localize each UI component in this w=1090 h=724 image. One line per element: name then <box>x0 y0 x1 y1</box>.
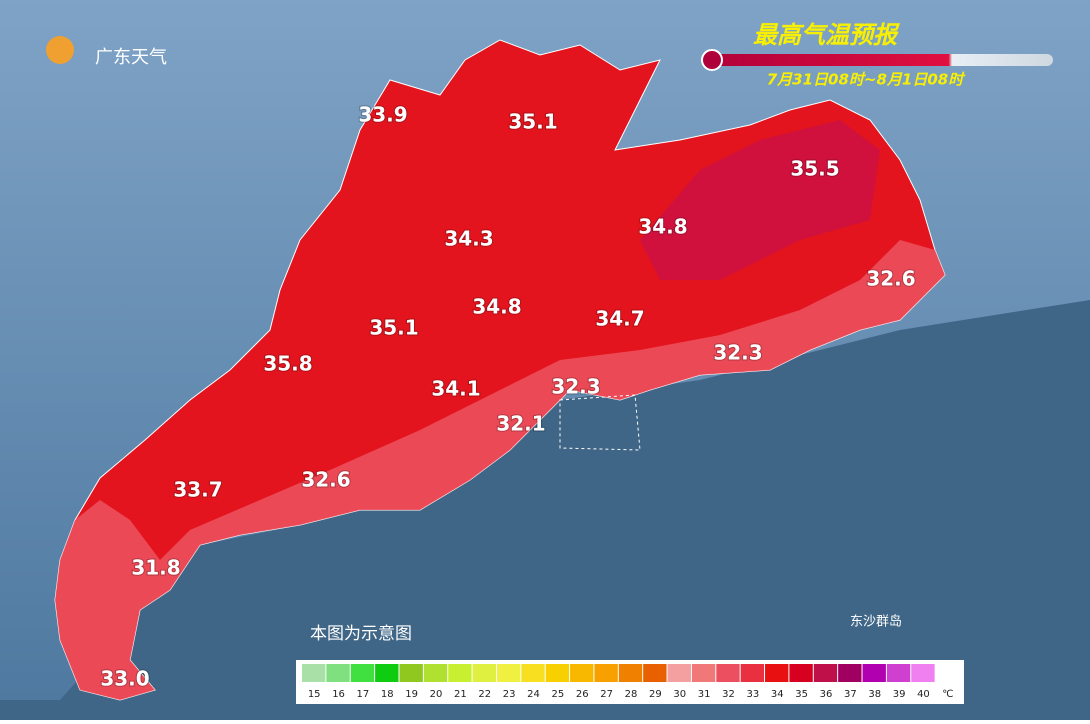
hong-kong-outline <box>559 394 641 451</box>
temperature-label: 35.5 <box>790 157 839 181</box>
watermark: @广东天气 <box>510 679 610 703</box>
temperature-label: 33.0 <box>100 667 149 691</box>
legend-swatch <box>643 664 667 682</box>
legend-label: 22 <box>478 689 491 700</box>
logo-icon <box>46 36 74 64</box>
legend-label: 31 <box>698 689 711 700</box>
legend-label: 20 <box>430 689 443 700</box>
temperature-label: 32.3 <box>551 375 600 399</box>
legend-swatch <box>789 664 813 682</box>
legend-swatch <box>521 664 545 682</box>
legend-swatch <box>545 664 570 682</box>
legend-swatch <box>740 664 765 682</box>
legend-label: 21 <box>454 689 467 700</box>
legend-label: 34 <box>771 689 784 700</box>
legend-label: 40 <box>917 689 930 700</box>
legend-swatch <box>935 664 959 682</box>
legend-swatch <box>765 664 789 682</box>
temperature-label: 33.9 <box>358 103 407 127</box>
legend-swatch <box>448 664 472 682</box>
legend-label: 39 <box>893 689 906 700</box>
legend-swatch <box>618 664 643 682</box>
temperature-label: 32.6 <box>301 468 350 492</box>
legend-label: 17 <box>357 689 370 700</box>
legend-label: 19 <box>405 689 418 700</box>
legend-swatch <box>716 664 740 682</box>
legend-swatch <box>691 664 716 682</box>
legend-label: 18 <box>381 689 394 700</box>
legend-swatch <box>350 664 375 682</box>
temperature-label: 32.1 <box>496 412 545 436</box>
temperature-label: 35.8 <box>263 352 312 376</box>
legend-label: 28 <box>625 689 638 700</box>
subtitle: 7月31日08时~8月1日08时 <box>767 71 967 89</box>
coastal-zone <box>55 240 945 700</box>
legend-label: 16 <box>332 689 345 700</box>
temperature-label: 33.7 <box>173 478 222 502</box>
temperature-label: 35.1 <box>508 110 557 134</box>
legend-label: 32 <box>722 689 735 700</box>
temperature-label: 34.8 <box>638 215 687 239</box>
title-bulb <box>701 49 723 71</box>
legend-swatch <box>570 664 594 682</box>
legend-label: 37 <box>844 689 857 700</box>
legend-swatch <box>886 664 911 682</box>
legend-label: 27 <box>600 689 613 700</box>
legend-label: 24 <box>527 689 540 700</box>
legend-label: 23 <box>503 689 516 700</box>
legend-swatch <box>326 664 350 682</box>
legend-swatch <box>667 664 691 682</box>
island-label: 东沙群岛 <box>850 614 902 630</box>
legend-label: 33 <box>746 689 759 700</box>
legend-swatch <box>813 664 838 682</box>
title-bar <box>705 54 1053 66</box>
legend-swatch <box>375 664 399 682</box>
legend-swatch <box>594 664 618 682</box>
legend-swatch <box>399 664 423 682</box>
temperature-label: 34.3 <box>444 227 493 251</box>
temperature-label: 35.1 <box>369 316 418 340</box>
legend-swatch <box>862 664 886 682</box>
temperature-label: 34.8 <box>472 295 521 319</box>
note: 本图为示意图 <box>310 624 412 644</box>
legend-label: 29 <box>649 689 662 700</box>
legend-label: 38 <box>868 689 881 700</box>
legend-label: 30 <box>673 689 686 700</box>
temperature-label: 34.1 <box>431 377 480 401</box>
temperature-label: 31.8 <box>131 556 180 580</box>
legend-swatch <box>423 664 448 682</box>
legend-swatch <box>911 664 935 682</box>
legend-swatch <box>302 664 326 682</box>
legend-label: 35 <box>795 689 808 700</box>
temperature-label: 32.6 <box>866 267 915 291</box>
legend-swatch <box>472 664 496 682</box>
legend-label: 15 <box>308 689 321 700</box>
temperature-label: 34.7 <box>595 307 644 331</box>
hot-zone <box>640 120 880 280</box>
legend-label: 36 <box>820 689 833 700</box>
legend-label: 26 <box>576 689 589 700</box>
temperature-label: 32.3 <box>713 341 762 365</box>
legend-swatch <box>496 664 521 682</box>
legend-label: 25 <box>552 689 565 700</box>
title: 最高气温预报 <box>753 21 900 49</box>
legend-unit: ℃ <box>942 689 953 700</box>
logo-text: 广东天气 <box>95 47 167 68</box>
legend-swatch <box>838 664 862 682</box>
